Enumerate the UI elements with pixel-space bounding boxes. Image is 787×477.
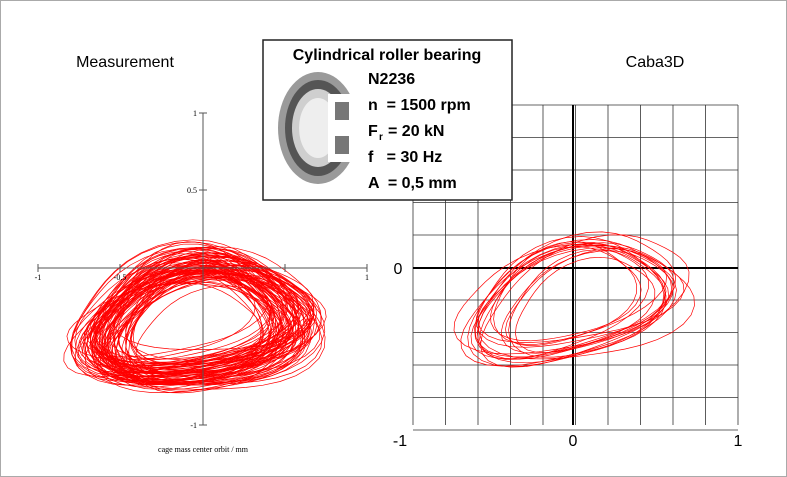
orbit	[515, 256, 656, 354]
orbit	[135, 285, 292, 374]
bearing-icon	[278, 72, 358, 184]
orbit	[91, 255, 311, 381]
orbit	[115, 257, 315, 390]
orbit	[89, 275, 311, 367]
orbit	[476, 239, 673, 348]
orbit	[91, 269, 262, 388]
x-tick-label: -1	[393, 433, 407, 450]
orbit	[93, 246, 322, 374]
y-tick-label: 1	[193, 109, 197, 118]
x-axis-label: cage mass center orbit / mm	[158, 445, 249, 454]
x-tick-label: -1	[35, 273, 42, 282]
orbit	[83, 264, 268, 358]
orbit	[94, 262, 289, 375]
x-tick-label: 1	[734, 433, 743, 450]
y-tick-label: 0.5	[187, 186, 197, 195]
orbit	[117, 271, 273, 360]
panel-title: Caba3D	[626, 54, 685, 71]
y-tick-label: -1	[190, 421, 197, 430]
orbit	[94, 254, 309, 385]
orbit	[470, 242, 675, 360]
orbit	[71, 247, 284, 378]
orbit	[70, 239, 288, 381]
x-tick-label: -0.5	[114, 273, 127, 282]
box-line: = 20 kN	[388, 123, 444, 140]
orbit	[112, 247, 300, 380]
info-box: Cylindrical roller bearing N2236 n = 150…	[262, 39, 513, 201]
x-tick-label: 1	[365, 273, 369, 282]
box-title: Cylindrical roller bearing	[293, 47, 482, 64]
orbit	[103, 272, 321, 376]
y-tick-label: 0	[394, 261, 403, 278]
box-line: f = 30 Hz	[368, 149, 442, 166]
orbits	[63, 231, 695, 394]
box-line: A = 0,5 mm	[368, 175, 457, 192]
orbit	[480, 234, 690, 368]
orbit	[479, 245, 649, 360]
box-subscript: r	[379, 132, 383, 143]
orbit	[490, 246, 642, 342]
orbit	[467, 241, 666, 367]
orbit	[96, 253, 270, 385]
box-line: N2236	[368, 71, 415, 88]
orbit	[82, 264, 302, 385]
box-line: F	[368, 123, 378, 140]
orbit	[121, 270, 300, 381]
orbit	[85, 266, 312, 386]
orbit	[111, 275, 272, 367]
orbit	[474, 236, 665, 364]
box-line: n = 1500 rpm	[368, 97, 471, 114]
x-tick-label: 0	[569, 433, 578, 450]
orbit	[493, 241, 638, 345]
panel-title: Measurement	[76, 54, 174, 71]
orbit	[500, 250, 674, 354]
orbit	[505, 248, 667, 346]
left-axes	[37, 112, 368, 426]
orbit	[104, 270, 304, 384]
orbit	[75, 270, 281, 377]
orbit	[508, 249, 667, 358]
orbit	[66, 283, 294, 363]
orbit	[124, 252, 285, 374]
orbit	[106, 264, 314, 367]
orbit	[106, 255, 275, 377]
orbit	[117, 248, 312, 383]
orbit	[474, 243, 667, 358]
